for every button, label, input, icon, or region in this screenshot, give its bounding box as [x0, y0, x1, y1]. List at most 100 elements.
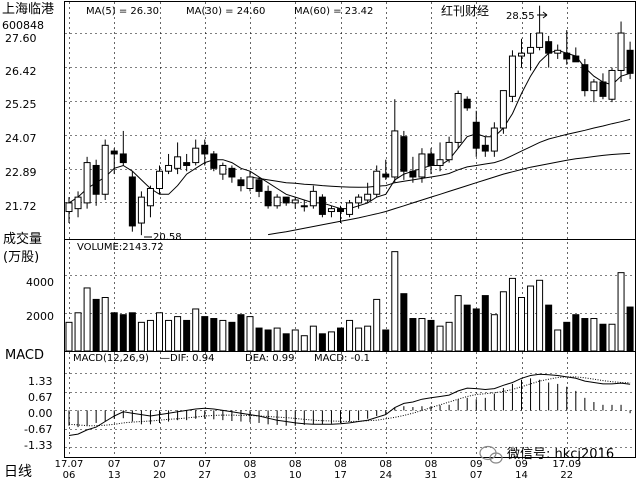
date-tick-top: 09 — [515, 459, 528, 470]
candle-body-up — [327, 208, 335, 213]
low-annotation: 20.58 — [144, 232, 182, 243]
candle — [436, 142, 444, 172]
volume-unit-label: (万股) — [3, 250, 39, 265]
candle — [228, 165, 236, 183]
candle — [382, 159, 390, 180]
volume-bar — [608, 323, 616, 352]
volume-bar — [355, 327, 363, 352]
volume-bar — [391, 251, 399, 352]
date-tick-top: 17.07 — [55, 459, 84, 470]
candle — [599, 73, 607, 100]
candle-body-up — [527, 46, 535, 54]
candle-body-down — [400, 136, 408, 172]
candle-body-down — [626, 49, 634, 74]
date-tick-bottom: 14 — [515, 470, 528, 480]
candle — [273, 194, 281, 209]
candle-body-down — [563, 52, 571, 60]
candle — [174, 142, 182, 175]
candle-body-down — [337, 208, 344, 213]
ma30-readout: MA(30) = 24.60 — [186, 6, 265, 17]
volume-bar — [481, 295, 489, 352]
volume-bar — [373, 298, 381, 352]
candle-body-up — [373, 170, 381, 195]
candle-body-down — [318, 196, 326, 215]
candle-body-up — [499, 90, 507, 129]
candle — [608, 67, 616, 103]
candle-body-down — [472, 121, 480, 149]
volume-bar — [418, 318, 426, 352]
volume-bar — [536, 279, 544, 352]
candle-body-up — [454, 92, 462, 143]
candle-body-up — [436, 159, 444, 166]
volume-bar — [92, 298, 100, 352]
candle-body-up — [364, 193, 372, 201]
candle — [156, 165, 163, 195]
candle — [418, 148, 426, 183]
candle — [554, 44, 562, 59]
candle-body-down — [119, 153, 127, 164]
candle — [219, 162, 227, 180]
stock-name: 上海临港 — [2, 2, 54, 17]
wechat-icon — [479, 445, 503, 464]
candle-body-down — [228, 167, 236, 178]
date-tick-top: 08 — [289, 459, 302, 470]
candle-body-up — [554, 49, 562, 54]
volume-bar — [590, 318, 598, 352]
date-tick-top: 08 — [244, 459, 257, 470]
candle — [536, 5, 544, 51]
candle-body-down — [572, 55, 580, 63]
volume-bar — [228, 321, 236, 352]
macd-panel-frame — [64, 351, 636, 458]
candle — [83, 156, 91, 209]
volume-header: VOLUME:2143.72 — [77, 242, 164, 253]
volume-bar — [554, 329, 562, 352]
candle-body-down — [545, 41, 553, 54]
stock-code: 600848 — [2, 19, 44, 32]
volume-bar — [400, 293, 408, 352]
ma5-line — [68, 49, 631, 210]
macd-value-readout: MACD: -0.1 — [314, 353, 370, 364]
candle-body-up — [156, 170, 163, 189]
macd-dea-readout: DEA: 0.99 — [245, 353, 295, 364]
candle — [110, 148, 118, 175]
volume-bar — [156, 312, 163, 352]
candle-body-down — [427, 153, 435, 166]
candle-body-down — [282, 196, 290, 204]
candle — [617, 21, 625, 82]
date-tick-top: 08 — [334, 459, 347, 470]
volume-bar — [246, 316, 254, 352]
candle-body-down — [581, 64, 589, 92]
volume-bar — [518, 297, 525, 352]
volume-bar — [581, 318, 589, 352]
candle-body-up — [608, 69, 616, 100]
high-annotation: 28.55 — [506, 11, 548, 22]
candle — [445, 136, 453, 163]
candle-body-down — [210, 153, 218, 169]
volume-bar — [309, 325, 317, 352]
candle-body-up — [508, 55, 516, 97]
high-price-label: 28.55 — [506, 11, 535, 22]
price-y-axis: 27.60 26.42 25.25 24.07 22.89 21.72 — [5, 32, 37, 213]
date-tick-bottom: 07 — [470, 470, 483, 480]
volume-bar — [174, 316, 182, 352]
candle-body-down — [599, 81, 607, 97]
candle — [581, 58, 589, 97]
candle — [201, 139, 209, 166]
candle-body-down — [92, 164, 100, 195]
candle — [165, 153, 173, 175]
macd-tick-label: -0.67 — [24, 423, 52, 436]
candle-body-up — [536, 32, 544, 48]
candle-body-up — [300, 205, 308, 208]
date-tick-bottom: 22 — [560, 470, 573, 480]
date-tick-bottom: 24 — [379, 470, 392, 480]
candle-body-down — [201, 144, 209, 155]
candle — [346, 200, 354, 218]
macd-tick-label: 0.67 — [28, 391, 53, 404]
candle-body-down — [183, 162, 191, 166]
